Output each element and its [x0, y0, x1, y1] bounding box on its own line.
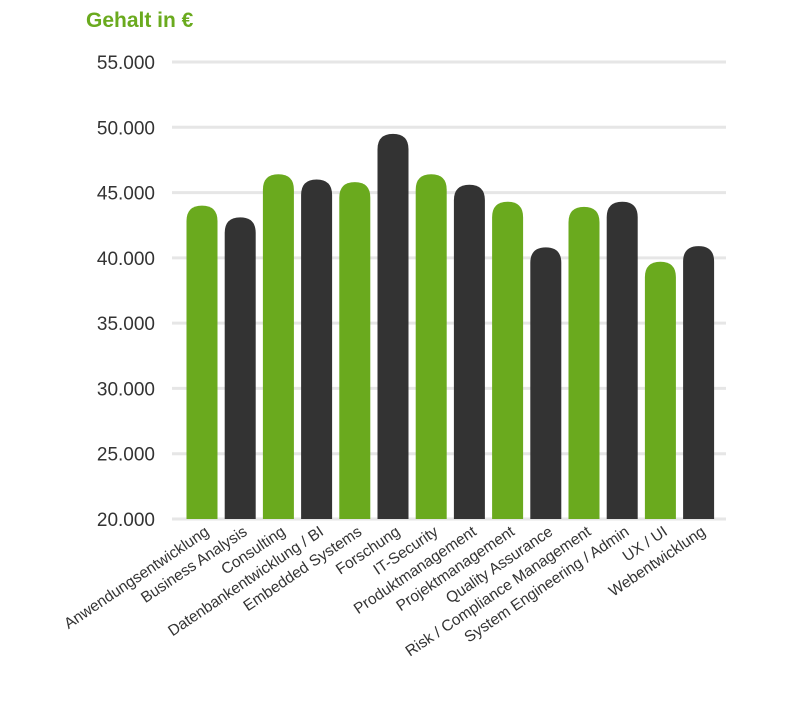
bar: [453, 184, 485, 520]
bar: [644, 261, 676, 519]
bar: [492, 201, 524, 519]
bar: [186, 205, 218, 519]
y-tick-label: 40.000: [97, 249, 155, 270]
y-tick-label: 20.000: [97, 510, 155, 531]
y-tick-label: 55.000: [97, 53, 155, 74]
bar: [568, 206, 600, 520]
bar: [224, 217, 256, 519]
bar: [262, 174, 294, 519]
bar: [415, 174, 447, 519]
y-tick-label: 50.000: [97, 118, 155, 139]
y-tick-label: 25.000: [97, 445, 155, 466]
bar: [530, 247, 562, 519]
bar: [339, 182, 371, 519]
bar: [606, 201, 638, 519]
bar: [377, 133, 409, 520]
y-tick-label: 45.000: [97, 184, 155, 205]
bar: [683, 246, 715, 519]
chart-title: Gehalt in €: [86, 9, 194, 32]
y-tick-label: 30.000: [97, 379, 155, 400]
bar: [301, 179, 333, 519]
y-tick-label: 35.000: [97, 314, 155, 335]
